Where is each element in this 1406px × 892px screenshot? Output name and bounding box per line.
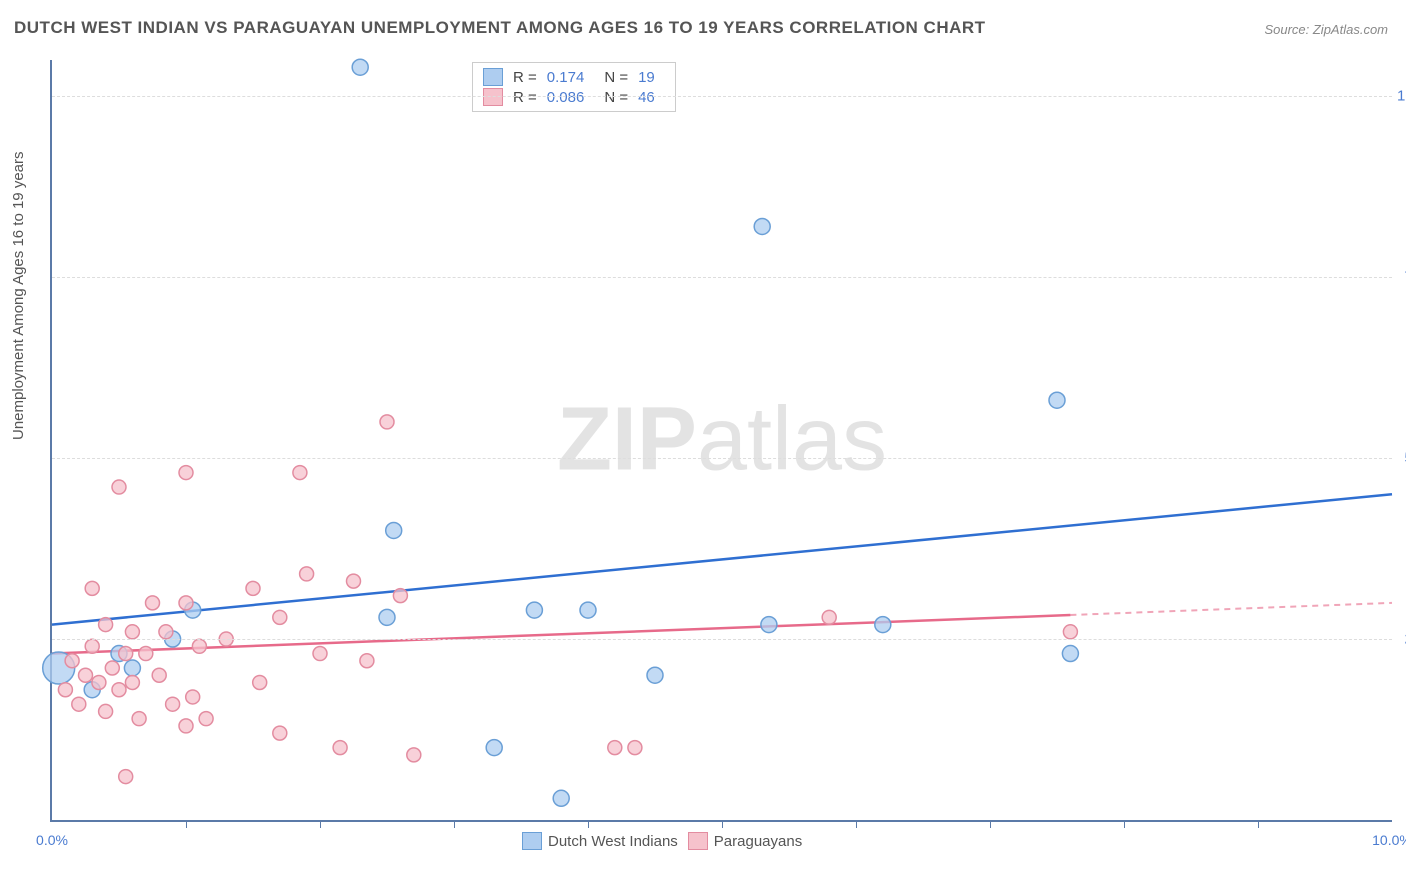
x-end-label: 10.0% [1372, 832, 1406, 848]
x-start-label: 0.0% [36, 832, 68, 848]
y-tick-label: 50.0% [1397, 450, 1406, 467]
correlation-legend: R = 0.174 N = 19 R = 0.086 N = 46 [472, 62, 676, 112]
data-point-dutch [1049, 392, 1065, 408]
data-point-paraguayan [132, 712, 146, 726]
data-point-paraguayan [192, 639, 206, 653]
data-point-paraguayan [152, 668, 166, 682]
data-point-paraguayan [253, 675, 267, 689]
data-point-paraguayan [119, 770, 133, 784]
legend-label-dutch: Dutch West Indians [548, 833, 678, 850]
gridline [52, 96, 1392, 97]
data-point-paraguayan [179, 719, 193, 733]
data-point-dutch [526, 602, 542, 618]
series-legend: Dutch West Indians Paraguayans [522, 832, 802, 850]
trend-line-dutch [52, 494, 1392, 624]
x-tick [454, 820, 455, 828]
data-point-dutch [386, 522, 402, 538]
data-point-dutch [647, 667, 663, 683]
data-point-paraguayan [112, 480, 126, 494]
data-point-paraguayan [347, 574, 361, 588]
data-point-paraguayan [273, 726, 287, 740]
r-label: R = [513, 69, 537, 86]
data-point-paraguayan [146, 596, 160, 610]
data-point-paraguayan [166, 697, 180, 711]
data-point-paraguayan [313, 647, 327, 661]
data-point-paraguayan [79, 668, 93, 682]
x-tick [722, 820, 723, 828]
data-point-paraguayan [99, 618, 113, 632]
data-point-dutch [124, 660, 140, 676]
data-point-paraguayan [125, 625, 139, 639]
chart-plot-area: ZIPatlas R = 0.174 N = 19 R = 0.086 N = … [50, 60, 1392, 822]
data-point-paraguayan [407, 748, 421, 762]
y-tick-label: 100.0% [1397, 88, 1406, 105]
y-axis-label: Unemployment Among Ages 16 to 19 years [10, 151, 27, 440]
legend-row-dutch: R = 0.174 N = 19 [483, 67, 665, 87]
data-point-paraguayan [186, 690, 200, 704]
data-point-paraguayan [333, 741, 347, 755]
n-label: N = [604, 69, 628, 86]
data-point-paraguayan [199, 712, 213, 726]
chart-title: DUTCH WEST INDIAN VS PARAGUAYAN UNEMPLOY… [14, 18, 986, 38]
data-point-paraguayan [360, 654, 374, 668]
data-point-paraguayan [125, 675, 139, 689]
y-tick-label: 25.0% [1397, 631, 1406, 648]
data-point-paraguayan [85, 581, 99, 595]
x-tick [1124, 820, 1125, 828]
data-point-paraguayan [159, 625, 173, 639]
data-point-dutch [352, 59, 368, 75]
data-point-paraguayan [300, 567, 314, 581]
data-point-dutch [553, 790, 569, 806]
data-point-paraguayan [99, 704, 113, 718]
data-point-paraguayan [65, 654, 79, 668]
trend-line-dashed-paraguayan [1070, 603, 1392, 615]
data-point-paraguayan [85, 639, 99, 653]
legend-item-dutch: Dutch West Indians [522, 832, 678, 850]
data-point-dutch [486, 740, 502, 756]
legend-item-paraguayan: Paraguayans [688, 832, 802, 850]
data-point-paraguayan [608, 741, 622, 755]
data-point-paraguayan [293, 466, 307, 480]
x-tick [186, 820, 187, 828]
x-tick [588, 820, 589, 828]
gridline [52, 458, 1392, 459]
legend-label-paraguayan: Paraguayans [714, 833, 802, 850]
n-value-dutch: 19 [638, 69, 655, 86]
data-point-paraguayan [58, 683, 72, 697]
data-point-paraguayan [246, 581, 260, 595]
data-point-dutch [580, 602, 596, 618]
data-point-paraguayan [139, 647, 153, 661]
data-point-paraguayan [112, 683, 126, 697]
data-point-dutch [875, 617, 891, 633]
data-point-paraguayan [822, 610, 836, 624]
x-tick [990, 820, 991, 828]
r-value-dutch: 0.174 [547, 69, 585, 86]
x-tick [856, 820, 857, 828]
data-point-paraguayan [179, 466, 193, 480]
data-point-paraguayan [380, 415, 394, 429]
data-point-paraguayan [92, 675, 106, 689]
data-point-paraguayan [393, 589, 407, 603]
x-tick [320, 820, 321, 828]
data-point-paraguayan [179, 596, 193, 610]
data-point-dutch [1062, 646, 1078, 662]
data-point-paraguayan [1063, 625, 1077, 639]
scatter-svg [52, 60, 1392, 820]
swatch-dutch [483, 68, 503, 86]
data-point-paraguayan [273, 610, 287, 624]
data-point-paraguayan [72, 697, 86, 711]
data-point-dutch [379, 609, 395, 625]
source-attribution: Source: ZipAtlas.com [1264, 22, 1388, 37]
data-point-dutch [754, 218, 770, 234]
data-point-dutch [761, 617, 777, 633]
y-tick-label: 75.0% [1397, 269, 1406, 286]
data-point-paraguayan [105, 661, 119, 675]
data-point-paraguayan [119, 647, 133, 661]
swatch-dutch [522, 832, 542, 850]
gridline [52, 639, 1392, 640]
gridline [52, 277, 1392, 278]
swatch-paraguayan [688, 832, 708, 850]
x-tick [1258, 820, 1259, 828]
data-point-paraguayan [628, 741, 642, 755]
